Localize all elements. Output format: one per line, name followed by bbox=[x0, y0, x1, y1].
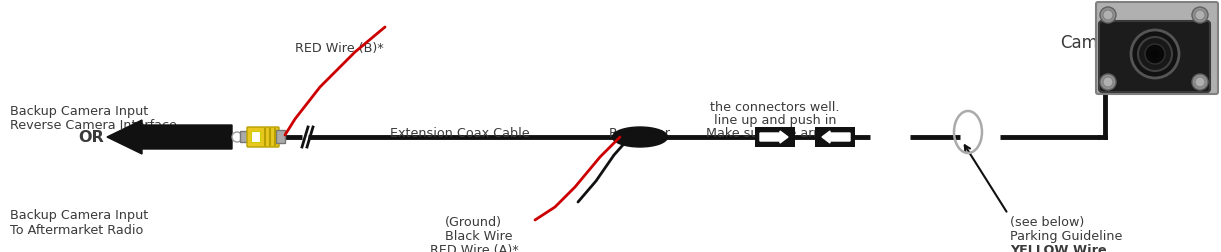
Text: line up and push in: line up and push in bbox=[714, 114, 836, 127]
Text: Reverse Camera Interface: Reverse Camera Interface bbox=[10, 119, 177, 132]
Circle shape bbox=[1138, 37, 1172, 71]
Circle shape bbox=[1192, 74, 1208, 90]
Text: the connectors well.: the connectors well. bbox=[711, 101, 840, 114]
Text: Regulator: Regulator bbox=[609, 127, 672, 140]
FancyBboxPatch shape bbox=[1099, 21, 1210, 92]
Text: Parking Guideline: Parking Guideline bbox=[1010, 230, 1122, 243]
Text: OR: OR bbox=[78, 130, 104, 144]
Circle shape bbox=[1103, 10, 1114, 20]
Text: To Aftermarket Radio: To Aftermarket Radio bbox=[10, 224, 143, 237]
FancyBboxPatch shape bbox=[814, 127, 855, 147]
Text: Backup Camera Input: Backup Camera Input bbox=[10, 209, 148, 222]
Text: (see below): (see below) bbox=[1010, 216, 1084, 229]
Circle shape bbox=[1100, 74, 1116, 90]
Circle shape bbox=[1151, 50, 1159, 58]
Text: Camera: Camera bbox=[1060, 34, 1125, 52]
FancyArrow shape bbox=[759, 131, 788, 143]
Circle shape bbox=[1195, 77, 1205, 87]
FancyBboxPatch shape bbox=[755, 127, 795, 147]
FancyArrow shape bbox=[822, 131, 850, 143]
Ellipse shape bbox=[613, 127, 668, 147]
Circle shape bbox=[1100, 7, 1116, 23]
Circle shape bbox=[232, 132, 242, 142]
Text: Backup Camera Input: Backup Camera Input bbox=[10, 105, 148, 118]
FancyBboxPatch shape bbox=[276, 131, 286, 143]
Text: (Ground): (Ground) bbox=[444, 216, 502, 229]
FancyBboxPatch shape bbox=[247, 127, 280, 147]
FancyBboxPatch shape bbox=[252, 132, 260, 142]
Text: RED Wire (B)*: RED Wire (B)* bbox=[295, 42, 383, 55]
Text: YELLOW Wire: YELLOW Wire bbox=[1010, 244, 1106, 252]
Text: RED Wire (A)*: RED Wire (A)* bbox=[430, 244, 519, 252]
Circle shape bbox=[1195, 10, 1205, 20]
Circle shape bbox=[1192, 7, 1208, 23]
Circle shape bbox=[1103, 77, 1114, 87]
FancyBboxPatch shape bbox=[241, 132, 249, 142]
Text: Black Wire: Black Wire bbox=[444, 230, 513, 243]
FancyArrow shape bbox=[107, 120, 232, 154]
Circle shape bbox=[1145, 44, 1165, 64]
Circle shape bbox=[1131, 30, 1179, 78]
Text: Extension Coax Cable: Extension Coax Cable bbox=[391, 127, 530, 140]
Text: Make sure the arrows: Make sure the arrows bbox=[707, 127, 844, 140]
FancyBboxPatch shape bbox=[1096, 2, 1219, 94]
